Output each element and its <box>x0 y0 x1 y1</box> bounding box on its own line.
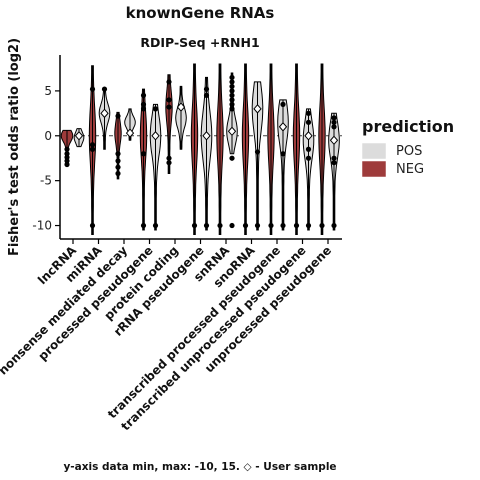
pos-8-outlier-point <box>280 101 286 107</box>
pos-1-outlier-point <box>101 86 108 92</box>
neg-10-outlier-point <box>319 222 325 229</box>
pos-8-outlier-point <box>280 151 286 157</box>
neg-0-outlier-point <box>64 161 70 168</box>
neg-2-outlier-point <box>115 158 121 164</box>
user-sample-marker <box>253 104 262 114</box>
pos-6-outlier-point <box>229 92 235 98</box>
neg-3-outlier-point <box>140 222 147 229</box>
user-sample-marker <box>304 131 313 141</box>
neg-4-outlier-point <box>166 104 172 110</box>
user-sample-marker <box>176 102 186 112</box>
neg-3-outlier-point <box>140 151 147 157</box>
user-sample-marker <box>125 128 135 138</box>
neg-6-outlier-point <box>217 222 223 229</box>
pos-6-outlier-point <box>229 74 235 81</box>
pos-10-outlier-point <box>331 124 337 130</box>
neg-4-outlier-point <box>166 155 172 161</box>
neg-0-outlier-point <box>64 158 70 164</box>
neg-9-outlier-point <box>293 222 300 229</box>
pos-6-outlier-point <box>229 155 235 161</box>
pos-9-outlier-point <box>305 155 312 161</box>
y-tick-label: -10 <box>32 219 52 233</box>
neg-2-outlier-point <box>115 170 121 177</box>
pos-10-outlier-point <box>331 160 337 166</box>
neg-3-outlier-point <box>140 106 147 112</box>
neg-1-outlier-point <box>89 142 96 148</box>
chart-title: knownGene RNAs <box>125 4 275 22</box>
neg-0-outlier-point <box>64 154 70 160</box>
neg-0-outlier-point <box>64 151 70 157</box>
pos-5-outlier-point <box>203 86 210 92</box>
pos-9-outlier-point <box>305 222 312 229</box>
y-tick-label: 0 <box>44 129 52 143</box>
user-sample-marker <box>151 131 160 141</box>
pos-8-outlier-point <box>280 222 286 229</box>
neg-2-outlier-point <box>115 113 121 119</box>
pos-10-outlier-point <box>331 115 337 121</box>
y-tick-label: -5 <box>40 174 52 188</box>
y-tick-label: 5 <box>44 84 52 98</box>
neg-1-outlier-point <box>89 146 96 152</box>
pos-10-outlier-point <box>331 119 337 125</box>
user-sample-marker <box>227 126 237 137</box>
neg-3-outlier-point <box>140 92 147 98</box>
neg-5-outlier-point <box>191 222 198 229</box>
user-sample-marker <box>100 108 109 119</box>
pos-9-outlier-point <box>305 110 312 116</box>
neg-1-outlier-point <box>89 222 96 229</box>
pos-10-outlier-point <box>331 155 337 161</box>
chart-subtitle: RDIP-Seq +RNH1 <box>140 35 260 50</box>
pos-10-outlier-point <box>331 222 337 229</box>
neg-1-outlier-point <box>89 86 96 92</box>
pos-7-outlier-point <box>254 222 261 229</box>
neg-7-outlier-point <box>242 222 249 229</box>
neg-8-outlier-point <box>268 222 274 229</box>
neg-2-outlier-point <box>115 164 121 170</box>
pos-5-outlier-point <box>203 222 210 229</box>
chart-footer: y-axis data min, max: -10, 15. ◇ - User … <box>63 461 337 473</box>
pos-6-outlier-point <box>229 83 235 90</box>
legend-title: prediction <box>362 117 454 136</box>
pos-7-outlier-point <box>254 149 261 155</box>
pos-6-outlier-point <box>229 222 235 229</box>
neg-4-outlier-point <box>166 160 172 166</box>
user-sample-marker <box>329 135 339 146</box>
user-sample-marker <box>202 131 211 141</box>
user-sample-marker <box>74 131 84 141</box>
pos-6-outlier-point <box>229 97 235 103</box>
pos-9-outlier-point <box>305 146 312 152</box>
legend-label-neg: NEG <box>396 162 424 177</box>
pos-3-outlier-point <box>152 106 159 112</box>
neg-4-outlier-point <box>166 97 172 103</box>
y-axis-label: Fisher's test odds ratio (log2) <box>7 38 22 256</box>
neg-2-outlier-point <box>115 151 121 157</box>
legend-swatch-pos <box>361 142 387 160</box>
legend-swatch-neg <box>361 160 387 178</box>
pos-5-outlier-point <box>203 92 210 98</box>
neg-0-outlier-point <box>64 146 70 152</box>
user-sample-marker <box>278 122 288 132</box>
pos-6-outlier-point <box>229 88 235 94</box>
pos-6-outlier-point <box>229 101 235 107</box>
legend-label-pos: POS <box>396 144 422 159</box>
pos-6-outlier-point <box>229 79 235 85</box>
neg-4-outlier-point <box>166 79 172 85</box>
pos-6-outlier-point <box>229 106 235 112</box>
pos-3-outlier-point <box>152 222 159 229</box>
neg-3-outlier-point <box>140 101 147 107</box>
pos-9-outlier-point <box>305 119 312 125</box>
